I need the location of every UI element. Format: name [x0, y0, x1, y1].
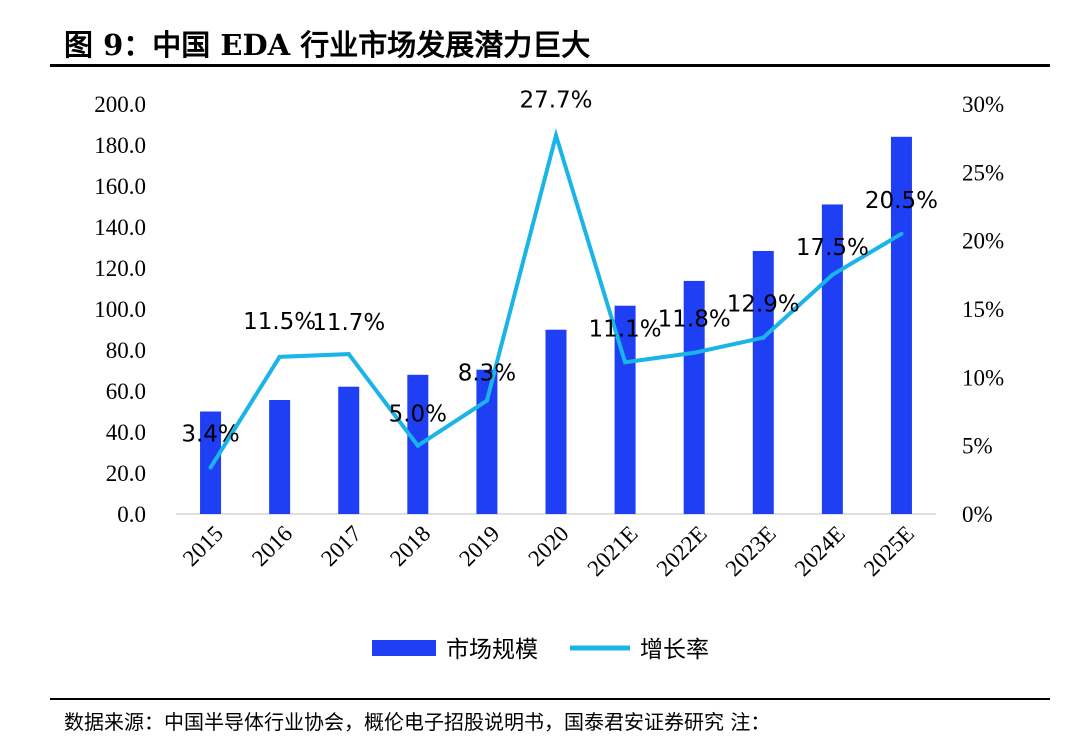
bar-2019 — [476, 369, 498, 514]
growth-point-2020 — [554, 133, 558, 138]
left-tick-label: 40.0 — [106, 420, 146, 445]
left-tick-label: 100.0 — [94, 297, 146, 322]
x-label-2018: 2018 — [385, 521, 435, 571]
x-label-2022E: 2022E — [652, 521, 712, 581]
right-tick-label: 15% — [962, 297, 1004, 322]
legend: 市场规模 增长率 — [372, 637, 709, 662]
bar-2023E — [752, 250, 774, 515]
bar-series — [200, 136, 912, 515]
right-tick-label: 25% — [962, 160, 1004, 185]
x-label-2024E: 2024E — [790, 521, 850, 581]
x-label-2020: 2020 — [523, 521, 573, 571]
growth-point-2017 — [346, 352, 351, 357]
left-tick-label: 20.0 — [106, 461, 146, 486]
growth-label-2023E: 12.9% — [727, 292, 800, 318]
right-tick-label: 5% — [962, 434, 993, 459]
right-tick-label: 0% — [962, 502, 993, 527]
growth-point-2019 — [484, 398, 489, 403]
right-tick-label: 30% — [962, 92, 1004, 117]
right-tick-label: 20% — [962, 229, 1004, 254]
legend-bar-swatch — [372, 640, 436, 656]
left-axis: 0.0 20.0 40.0 60.0 80.0 100.0 120.0 140.0 160.0 1… — [94, 92, 936, 527]
growth-point-2015 — [208, 465, 213, 470]
bar-2025E — [890, 136, 912, 515]
bar-2022E — [683, 280, 705, 514]
x-label-2021E: 2021E — [582, 521, 642, 581]
growth-label-2021E: 11.1% — [589, 316, 662, 342]
growth-point-2024E — [830, 272, 835, 277]
line-series — [208, 128, 904, 470]
bar-2017 — [338, 386, 360, 514]
bar-2015 — [200, 411, 222, 514]
figure-title: 图 9：中国 EDA 行业市场发展潜力巨大 — [64, 28, 591, 62]
x-label-2017: 2017 — [316, 521, 366, 571]
x-axis-labels: 2015 2016 2017 2018 2019 2020 2021E 2022E 2023E 2… — [178, 521, 919, 581]
left-tick-label: 0.0 — [117, 502, 146, 527]
growth-point-2025E — [899, 231, 904, 236]
left-tick-label: 200.0 — [94, 92, 146, 117]
x-label-2023E: 2023E — [721, 521, 781, 581]
bottom-rule — [50, 698, 1050, 700]
growth-label-2024E: 17.5% — [796, 235, 869, 261]
growth-label-2015: 3.4% — [181, 422, 239, 448]
growth-label-2018: 5.0% — [389, 402, 447, 428]
left-tick-label: 60.0 — [106, 379, 146, 404]
source-note: 数据来源：中国半导体行业协会，概伦电子招股说明书，国泰君安证券研究 注： — [64, 710, 771, 734]
left-tick-label: 180.0 — [94, 133, 146, 158]
growth-label-2016: 11.5% — [243, 309, 316, 335]
growth-point-2018 — [415, 443, 420, 448]
growth-label-2019: 8.3% — [458, 361, 516, 387]
right-axis: 0% 5% 10% 15% 20% 25% 30% — [962, 92, 1004, 527]
bar-2016 — [269, 400, 291, 514]
left-tick-label: 140.0 — [94, 215, 146, 240]
growth-point-2022E — [692, 350, 697, 355]
growth-point-2023E — [761, 335, 766, 340]
growth-label-2025E: 20.5% — [865, 188, 938, 214]
x-label-2016: 2016 — [247, 521, 297, 571]
legend-line-label: 增长率 — [640, 637, 709, 662]
left-tick-label: 160.0 — [94, 174, 146, 199]
x-label-2015: 2015 — [178, 521, 228, 571]
growth-point-2021E — [623, 360, 628, 365]
left-tick-label: 80.0 — [106, 338, 146, 363]
x-label-2019: 2019 — [454, 521, 504, 571]
growth-label-2020: 27.7% — [519, 87, 592, 113]
growth-label-2017: 11.7% — [312, 310, 385, 336]
x-label-2025E: 2025E — [859, 521, 919, 581]
bar-2020 — [545, 329, 567, 514]
top-rule — [50, 64, 1050, 67]
left-tick-label: 120.0 — [94, 256, 146, 281]
growth-label-2022E: 11.8% — [658, 307, 731, 333]
right-tick-label: 10% — [962, 365, 1004, 390]
bar-2021E — [614, 305, 636, 514]
legend-bar-label: 市场规模 — [446, 637, 538, 662]
growth-point-2016 — [277, 354, 282, 359]
line-data-labels: 3.4% 11.5%11.7% 5.0% 8.3% 27.7% 11.1%11.8%12.… — [181, 87, 938, 447]
